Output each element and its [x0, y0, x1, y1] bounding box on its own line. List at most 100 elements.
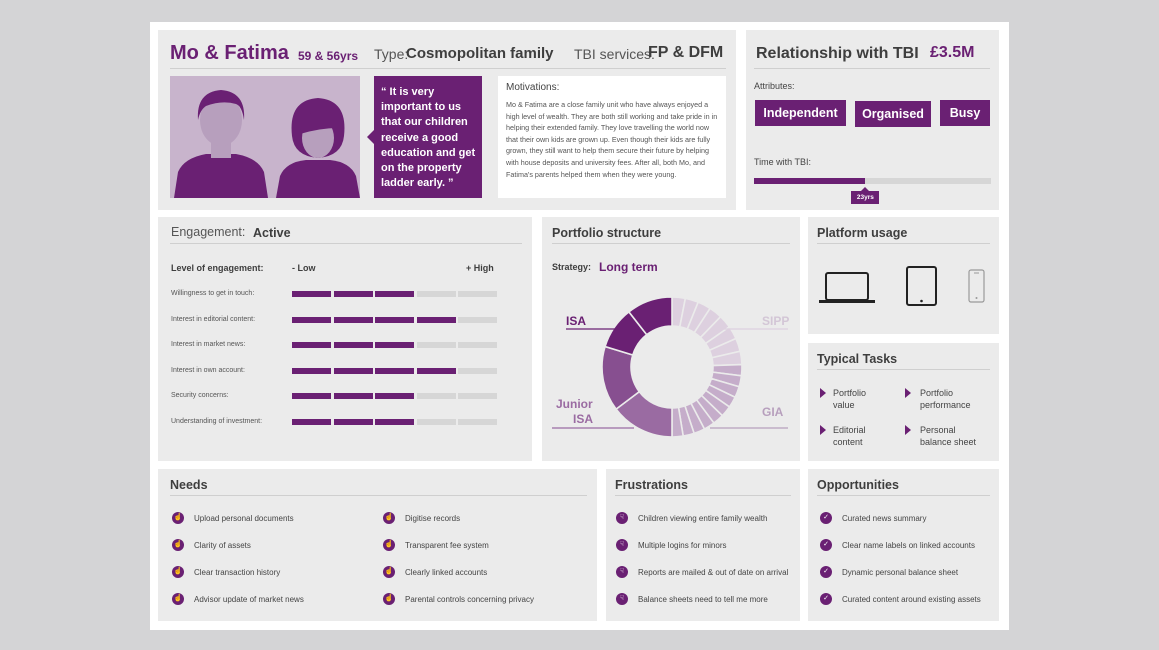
engagement-level-segment — [292, 342, 331, 349]
thumbs-down-item: Multiple logins for minors — [638, 541, 727, 550]
thumbs-up-icon: ☝ — [172, 512, 184, 524]
engagement-level-segment — [292, 291, 331, 297]
device-icons — [819, 266, 985, 306]
tasks-card: Typical Tasks Portfolio value Portfolio pe… — [808, 343, 999, 461]
relationship-amount: £3.5M — [930, 44, 975, 61]
thumbs-down-icon: ☟ — [616, 593, 628, 605]
task-bullet-icon — [905, 425, 911, 435]
strategy-value: Long term — [599, 260, 658, 274]
task-portfolio-performance[interactable]: Portfolio performance — [920, 388, 971, 410]
thumbs-up-item: Upload personal documents — [194, 514, 294, 523]
tasks-divider — [817, 369, 990, 370]
profile-card: Mo & Fatima 59 & 56yrs Type: Cosmopolita… — [158, 30, 736, 210]
isa-label: ISA — [566, 314, 587, 328]
engagement-level-segment — [458, 393, 498, 400]
engagement-level-segment — [458, 342, 498, 349]
thumbs-down-item: Balance sheets need to tell me more — [638, 595, 768, 604]
type-label: Type: — [374, 46, 409, 62]
needs-divider — [170, 495, 587, 496]
thumbs-up-icon: ☝ — [383, 566, 395, 578]
isa-slice — [627, 296, 673, 336]
thumbs-up-item: Transparent fee system — [405, 541, 489, 550]
motivations-text: Mo & Fatima are a close family unit who … — [506, 100, 718, 179]
engagement-level-segment — [375, 342, 415, 349]
engagement-level-segment — [333, 367, 373, 374]
attributes-label: Attributes: — [754, 81, 795, 91]
task-personal-balance-sheet[interactable]: Personal balance sheet — [920, 425, 977, 447]
frustrations-divider — [615, 495, 791, 496]
check-circle-item: Curated content around existing assets — [842, 595, 981, 604]
time-value: 23yrs — [856, 194, 874, 201]
engagement-level-segment — [416, 367, 456, 374]
engagement-level-segment — [458, 367, 498, 374]
services-value: FP & DFM — [648, 44, 724, 61]
engagement-level-segment — [416, 419, 456, 425]
engagement-card: Engagement: Active Level of engagement: … — [158, 217, 532, 461]
thumbs-up-item: Clarity of assets — [194, 541, 251, 550]
level-label: Level of engagement: — [171, 263, 264, 273]
engagement-level-segment — [333, 316, 373, 323]
persona-sheet: Mo & Fatima 59 & 56yrs Type: Cosmopolita… — [150, 22, 1009, 630]
engagement-level-segment — [416, 316, 456, 323]
thumbs-down-item: Children viewing entire family wealth — [638, 514, 768, 523]
thumbs-up-item: Advisor update of market news — [194, 595, 304, 604]
quote-text: “ It is very important to us that our ch… — [381, 86, 476, 190]
engagement-row-label: Understanding of investment: — [171, 418, 263, 425]
type-value: Cosmopolitan family — [406, 45, 554, 62]
engagement-row-label: Interest in editorial content: — [171, 315, 256, 323]
thumbs-up-icon: ☝ — [172, 593, 184, 605]
task-editorial-content[interactable]: Editorial content — [833, 425, 866, 447]
task-portfolio-value[interactable]: Portfolio value — [833, 388, 867, 410]
services-label: TBI services: — [574, 46, 655, 62]
thumbs-up-item: Digitise records — [405, 514, 461, 523]
time-label: Time with TBI: — [754, 157, 812, 167]
needs-card: Needs ☝ Upload personal documents ☝ Clarity… — [158, 469, 597, 621]
attribute-tag-organised: Organised — [855, 101, 931, 127]
relationship-title: Relationship with TBI — [756, 45, 919, 62]
thumbs-up-icon: ☝ — [383, 512, 395, 524]
engagement-level-segment — [333, 291, 373, 297]
engagement-level-segment — [292, 393, 331, 400]
engagement-level-segment — [375, 291, 415, 297]
platform-divider — [817, 243, 990, 244]
junior-label-1: Junior — [556, 397, 593, 411]
thumbs-up-icon: ☝ — [383, 593, 395, 605]
opportunities-card: Opportunities ✓ Curated news summary ✓ Clea… — [808, 469, 999, 621]
thumbs-down-icon: ☟ — [616, 566, 628, 578]
tasks-title: Typical Tasks — [817, 352, 898, 366]
gia-label: GIA — [762, 405, 784, 419]
check-circle-icon: ✓ — [820, 539, 832, 551]
task-bullet-icon — [820, 388, 826, 398]
relationship-card: Relationship with TBI £3.5M Attributes: … — [746, 30, 999, 210]
couple-avatar-icon — [174, 90, 360, 198]
check-circle-item: Dynamic personal balance sheet — [842, 568, 959, 577]
portfolio-donut — [552, 296, 788, 438]
thumbs-up-item: Parental controls concerning privacy — [405, 595, 534, 604]
engagement-label: Engagement: — [171, 225, 246, 239]
engagement-level-segment — [375, 316, 415, 323]
engagement-level-segment — [375, 367, 415, 374]
engagement-row-label: Interest in market news: — [171, 341, 246, 349]
engagement-level-segment — [292, 316, 331, 323]
check-circle-icon: ✓ — [820, 566, 832, 578]
engagement-level-segment — [333, 419, 373, 425]
engagement-level-segment — [458, 419, 498, 425]
motivations-label: Motivations: — [506, 82, 560, 93]
engagement-row-label: Willingness to get in touch: — [171, 290, 255, 297]
opportunities-divider — [817, 495, 990, 496]
needs-title: Needs — [170, 478, 208, 492]
avatar — [170, 76, 360, 198]
frustrations-title: Frustrations — [615, 478, 688, 492]
junior-label-2: ISA — [573, 412, 594, 426]
attribute-tag-independent: Independent — [755, 100, 846, 126]
engagement-level-segment — [416, 342, 456, 349]
task-bullet-icon — [820, 425, 826, 435]
thumbs-up-icon: ☝ — [383, 539, 395, 551]
engagement-level-segment — [416, 393, 456, 400]
task-bullet-icon — [905, 388, 911, 398]
quote-box: “ It is very important to us that our ch… — [367, 76, 482, 198]
relationship-divider — [754, 68, 990, 69]
sipp-label: SIPP — [762, 314, 790, 328]
low-label: - Low — [292, 263, 316, 273]
check-circle-item: Curated news summary — [842, 514, 927, 523]
